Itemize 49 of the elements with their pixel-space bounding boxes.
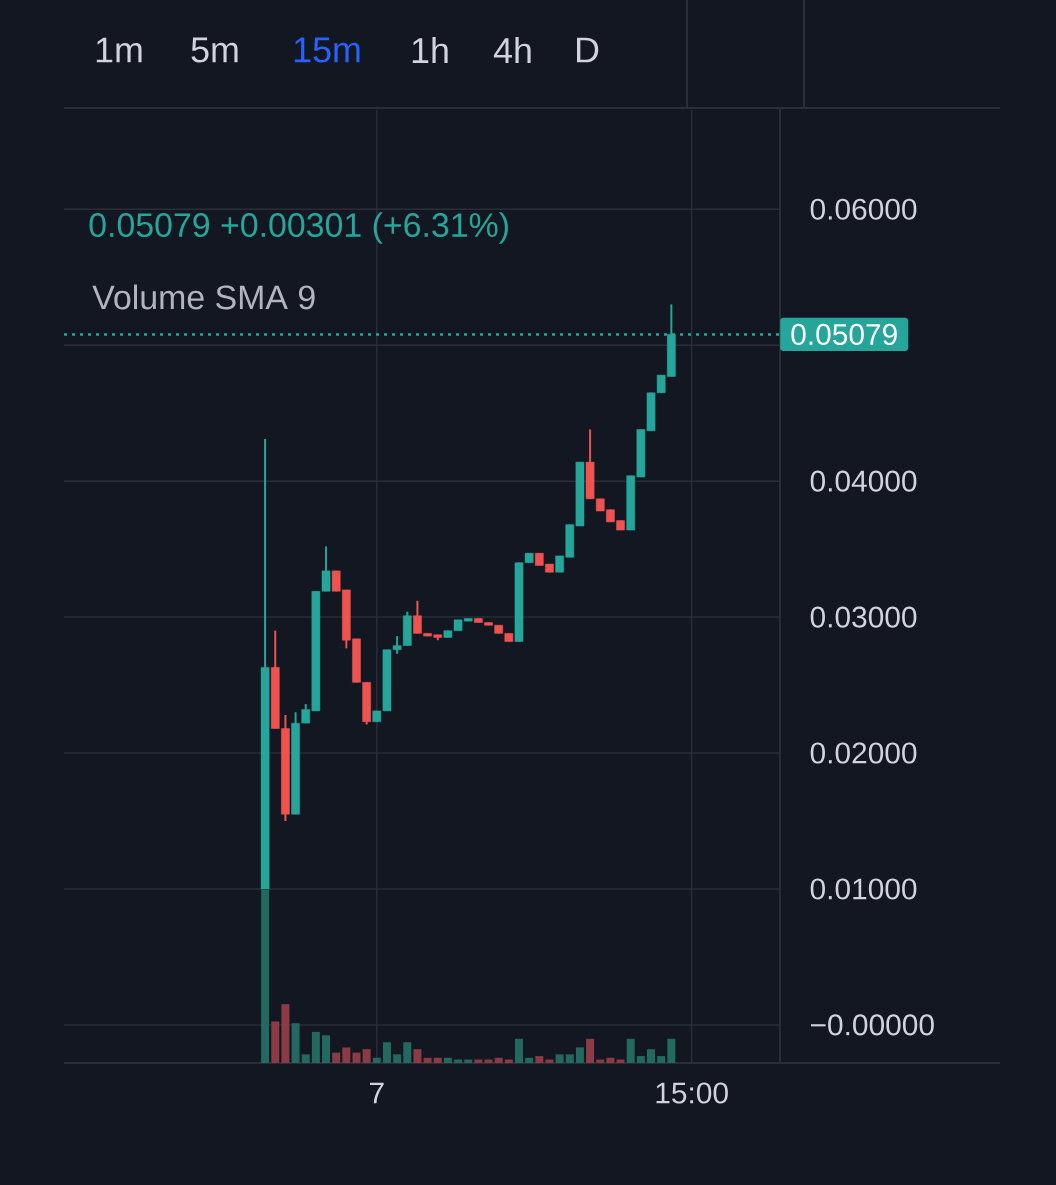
bar: [342, 1047, 351, 1063]
bar: [311, 1031, 320, 1063]
bar: [332, 1052, 341, 1063]
y-tick-label: 0.03000: [810, 606, 917, 628]
bar: [393, 1054, 402, 1063]
bar: [301, 1054, 310, 1063]
text: 4h: [493, 37, 531, 63]
bar: [555, 1054, 564, 1063]
bar: [322, 1035, 331, 1063]
text: 5m: [191, 37, 238, 63]
bar: [423, 1057, 432, 1063]
y-tick-label: −0.00000: [811, 1014, 934, 1036]
bar: [586, 1038, 595, 1063]
text: 15m: [294, 37, 360, 63]
bar: [372, 1057, 381, 1063]
y-tick-label: 0.06000: [810, 198, 917, 220]
annotation: Volume SMA 9: [92, 284, 315, 310]
bar: [515, 1038, 523, 1063]
bar: [535, 1056, 544, 1063]
y-tick-label: 0.02000: [810, 742, 917, 764]
bar: [565, 1054, 574, 1063]
bar: [647, 1049, 656, 1063]
bar: [362, 1049, 371, 1063]
annotation: 0.05079 +0.00301 (+6.31%): [89, 212, 508, 244]
y-tick-label: 0.04000: [810, 470, 917, 492]
x-tick-label: 7: [370, 1082, 384, 1104]
x-tick-label: 15:00: [656, 1082, 728, 1104]
bar: [443, 1057, 452, 1063]
text: 1m: [96, 37, 142, 63]
bar: [403, 1042, 412, 1063]
y-tick-label: 0.01000: [810, 878, 917, 900]
bar: [575, 1047, 584, 1063]
bar: [413, 1049, 422, 1063]
bar: [626, 1038, 635, 1063]
bar: [667, 1038, 676, 1063]
bar: [606, 1057, 615, 1063]
bar: [657, 1056, 666, 1063]
text: D: [576, 37, 599, 63]
bar: [352, 1052, 361, 1063]
text: 1h: [412, 37, 448, 63]
bar: [291, 1023, 300, 1063]
bar: [271, 1021, 280, 1063]
bar: [382, 1042, 391, 1063]
bar: [281, 1004, 290, 1063]
bar: [433, 1057, 442, 1063]
bar: [636, 1056, 645, 1063]
bar: [525, 1057, 534, 1063]
bar: [494, 1057, 503, 1063]
ref-line-label: 0.05079: [791, 323, 897, 346]
